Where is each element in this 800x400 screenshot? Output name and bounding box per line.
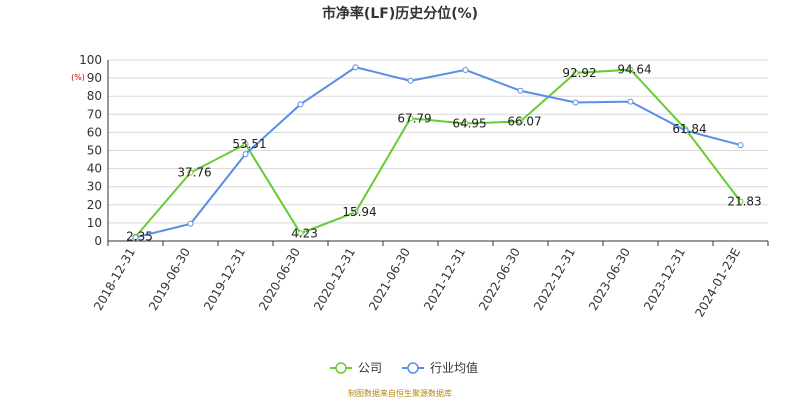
y-tick-label: 100 bbox=[79, 53, 102, 67]
x-tick-label: 2022-12-31 bbox=[531, 246, 578, 313]
y-tick-label: 30 bbox=[87, 180, 102, 194]
data-point bbox=[407, 77, 414, 84]
data-label: 21.83 bbox=[727, 194, 761, 208]
data-point bbox=[627, 98, 634, 105]
y-tick-label: 60 bbox=[87, 125, 102, 139]
data-point bbox=[737, 142, 744, 149]
axes bbox=[107, 60, 769, 246]
data-label: 4.23 bbox=[291, 226, 318, 240]
y-tick-label: 50 bbox=[87, 144, 102, 158]
data-point bbox=[297, 230, 304, 237]
data-label: 94.64 bbox=[617, 63, 651, 77]
data-point bbox=[187, 169, 194, 176]
x-tick-label: 2019-06-30 bbox=[146, 246, 193, 313]
data-label: 2.35 bbox=[126, 230, 153, 244]
x-tick-label: 2020-06-30 bbox=[256, 246, 303, 313]
data-point bbox=[352, 209, 359, 216]
data-point bbox=[242, 151, 249, 158]
series-line bbox=[134, 68, 742, 238]
y-tick-labels: 0 10 20 30 40 50 60 70 80 90 100 bbox=[79, 53, 102, 248]
y-tick-label: 70 bbox=[87, 107, 102, 121]
data-point bbox=[517, 118, 524, 125]
data-label: 53.51 bbox=[232, 137, 266, 151]
x-tick-label: 2022-06-30 bbox=[476, 246, 523, 313]
legend-label: 行业均值 bbox=[430, 360, 478, 375]
x-tick-labels: 2018-12-31 2019-06-30 2019-12-31 2020-06-30… bbox=[91, 246, 743, 320]
data-point bbox=[407, 115, 414, 122]
y-tick-label: 0 bbox=[94, 234, 102, 248]
x-tick-label: 2019-12-31 bbox=[201, 246, 248, 313]
y-tick-label: 40 bbox=[87, 162, 102, 176]
data-point bbox=[627, 66, 634, 73]
data-label: 37.76 bbox=[177, 166, 211, 180]
data-label: 66.07 bbox=[507, 114, 541, 128]
gridlines bbox=[108, 59, 768, 224]
data-point bbox=[462, 66, 469, 73]
data-point bbox=[242, 141, 249, 148]
chart-title: 市净率(LF)历史分位(%) bbox=[322, 5, 478, 22]
data-point bbox=[572, 99, 579, 106]
y-tick-label: 90 bbox=[87, 71, 102, 85]
legend-marker bbox=[335, 362, 347, 374]
x-tick-label: 2021-06-30 bbox=[366, 246, 413, 313]
source-note: 制图数据来自恒生聚源数据库 bbox=[348, 388, 452, 398]
legend-marker bbox=[407, 362, 419, 374]
data-point bbox=[462, 120, 469, 127]
legend: 公司 行业均值 bbox=[330, 360, 478, 375]
x-tick-label: 2023-12-31 bbox=[641, 246, 688, 313]
x-tick-label: 2021-12-31 bbox=[421, 246, 468, 313]
data-point bbox=[352, 64, 359, 71]
data-label: 61.84 bbox=[672, 122, 706, 136]
data-point bbox=[682, 127, 689, 134]
y-axis-unit: (%) bbox=[71, 73, 85, 82]
y-tick-label: 20 bbox=[87, 198, 102, 212]
x-tick-label: 2018-12-31 bbox=[91, 246, 138, 313]
data-point bbox=[517, 87, 524, 94]
data-label: 64.95 bbox=[452, 116, 486, 130]
x-tick-label: 2024-01-23E bbox=[692, 246, 743, 320]
series-group bbox=[132, 64, 744, 241]
data-labels: 2.35 37.76 53.51 4.23 15.94 67.79 64.95 66.07 92… bbox=[126, 63, 762, 244]
legend-label: 公司 bbox=[358, 361, 382, 375]
data-label: 15.94 bbox=[342, 205, 376, 219]
data-point bbox=[187, 220, 194, 227]
data-point bbox=[297, 101, 304, 108]
x-tick-label: 2023-06-30 bbox=[586, 246, 633, 313]
data-point bbox=[132, 234, 139, 241]
y-tick-label: 10 bbox=[87, 216, 102, 230]
data-point bbox=[737, 198, 744, 205]
y-tick-label: 80 bbox=[87, 89, 102, 103]
data-point bbox=[572, 69, 579, 76]
series-line bbox=[135, 66, 741, 239]
data-label: 92.92 bbox=[562, 66, 596, 80]
data-label: 67.79 bbox=[397, 111, 431, 125]
x-tick-label: 2020-12-31 bbox=[311, 246, 358, 313]
